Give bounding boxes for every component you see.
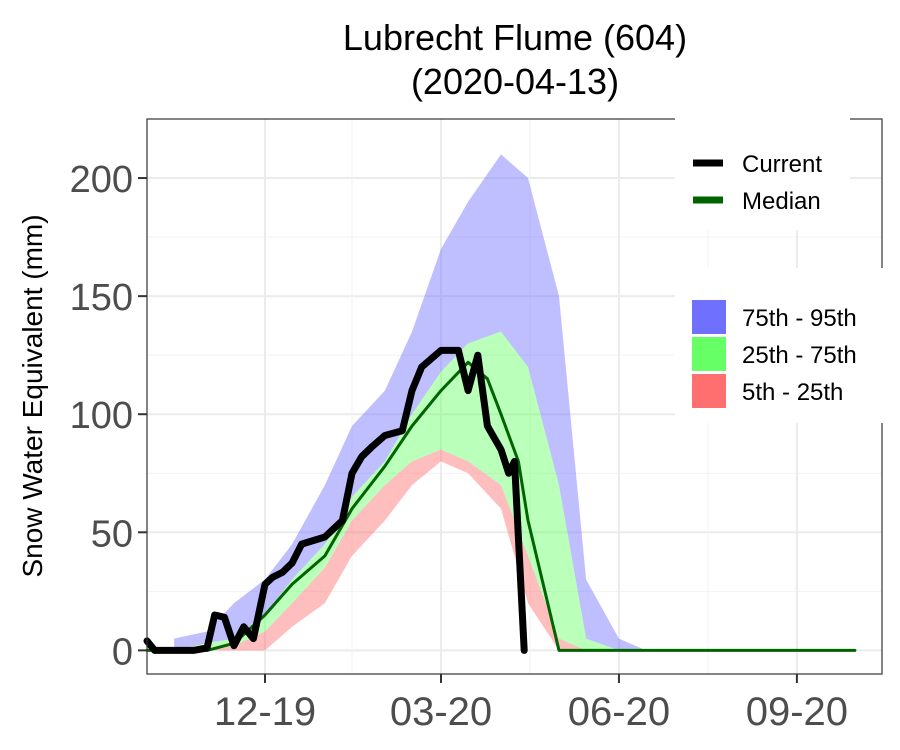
legend-key-band bbox=[692, 300, 726, 334]
y-tick-label: 0 bbox=[112, 631, 133, 673]
band-5-25 bbox=[174, 449, 646, 651]
x-axis: 12-19 03-20 06-20 09-20 bbox=[214, 674, 848, 734]
legend-lines-box bbox=[675, 115, 850, 230]
y-tick-label: 100 bbox=[70, 395, 133, 437]
legend-label-band: 5th - 25th bbox=[742, 379, 843, 406]
legend-bands: 75th - 95th 25th - 75th 5th - 25th bbox=[692, 300, 857, 408]
legend-label-current: Current bbox=[742, 151, 822, 178]
legend-label-band: 75th - 95th bbox=[742, 305, 857, 332]
current-line bbox=[143, 346, 528, 654]
series-lines bbox=[143, 346, 857, 654]
y-tick-label: 50 bbox=[91, 513, 133, 555]
x-tick-label: 12-19 bbox=[214, 690, 316, 734]
legend-label-median: Median bbox=[742, 188, 821, 215]
x-tick-label: 09-20 bbox=[746, 690, 848, 734]
y-tick-label: 200 bbox=[70, 159, 133, 201]
y-tick-label: 150 bbox=[70, 277, 133, 319]
x-tick-label: 06-20 bbox=[568, 690, 670, 734]
legend-lines: Current Median bbox=[693, 151, 822, 215]
y-axis: 0 50 100 150 200 bbox=[70, 159, 147, 673]
title-group: Lubrecht Flume (604) (2020-04-13) bbox=[343, 17, 687, 102]
chart-title: Lubrecht Flume (604) bbox=[343, 17, 687, 58]
legend-label-band: 25th - 75th bbox=[742, 342, 857, 369]
x-tick-label: 03-20 bbox=[390, 690, 492, 734]
y-axis-title: Snow Water Equivalent (mm) bbox=[17, 214, 48, 577]
legend: Current Median 75th - 95th 25th - 75th 5th … bbox=[675, 115, 885, 423]
legend-key-band bbox=[692, 337, 726, 371]
band-25-75 bbox=[174, 331, 646, 651]
chart-subtitle: (2020-04-13) bbox=[411, 61, 619, 102]
legend-key-band bbox=[692, 374, 726, 408]
